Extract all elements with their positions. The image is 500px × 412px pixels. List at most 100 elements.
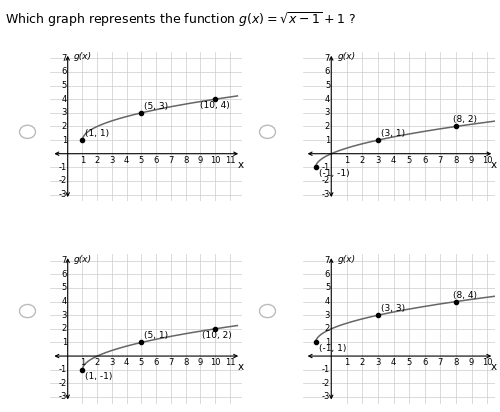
Text: 7: 7 [325,54,330,63]
Text: 7: 7 [168,358,173,367]
Text: 2: 2 [62,122,67,131]
Text: 5: 5 [139,358,144,367]
Text: 7: 7 [325,256,330,265]
Text: 1: 1 [62,338,67,347]
Text: (3, 3): (3, 3) [381,304,406,313]
Text: (5, 1): (5, 1) [144,331,169,340]
Text: 6: 6 [422,156,428,165]
Text: 4: 4 [391,358,396,367]
Text: 8: 8 [454,358,458,367]
Text: 1: 1 [344,358,350,367]
Text: g(x): g(x) [74,255,92,264]
Text: 11: 11 [225,358,235,367]
Text: 5: 5 [325,81,330,90]
Text: 10: 10 [482,156,492,165]
Text: g(x): g(x) [74,52,92,61]
Text: 2: 2 [94,156,100,165]
Text: (10, 4): (10, 4) [200,101,230,110]
Text: 1: 1 [325,136,330,145]
Text: x: x [490,160,496,170]
Text: -2: -2 [58,176,67,185]
Text: 7: 7 [62,256,67,265]
Text: x: x [238,362,244,372]
Text: 9: 9 [469,156,474,165]
Text: 5: 5 [325,283,330,293]
Text: -2: -2 [322,176,330,185]
Text: 5: 5 [62,283,67,293]
Text: 7: 7 [62,54,67,63]
Text: x: x [238,160,244,170]
Text: 4: 4 [124,156,130,165]
Text: 6: 6 [325,270,330,279]
Text: 1: 1 [80,358,85,367]
Text: 1: 1 [80,156,85,165]
Text: -3: -3 [58,393,67,401]
Text: -1: -1 [58,163,67,172]
Text: 9: 9 [198,156,203,165]
Text: -2: -2 [58,379,67,388]
Text: -3: -3 [322,393,330,401]
Text: 4: 4 [62,95,67,104]
Text: 3: 3 [62,108,67,117]
Text: 4: 4 [124,358,130,367]
Text: 6: 6 [154,358,159,367]
Text: 8: 8 [454,156,458,165]
Text: 2: 2 [325,324,330,333]
Text: -1: -1 [322,163,330,172]
Text: (10, 2): (10, 2) [202,331,232,340]
Text: 5: 5 [406,156,412,165]
Text: x: x [490,362,496,372]
Text: 6: 6 [422,358,428,367]
Text: (-1, 1): (-1, 1) [319,344,346,353]
Text: g(x): g(x) [338,255,355,264]
Text: 4: 4 [62,297,67,306]
Text: 10: 10 [210,156,220,165]
Text: 7: 7 [438,358,443,367]
Text: (-1, -1): (-1, -1) [319,169,350,178]
Text: 1: 1 [62,136,67,145]
Text: 6: 6 [62,270,67,279]
Text: 4: 4 [325,95,330,104]
Text: 3: 3 [376,358,380,367]
Text: 3: 3 [376,156,380,165]
Text: 6: 6 [154,156,159,165]
Text: (8, 4): (8, 4) [453,290,477,300]
Text: 3: 3 [110,358,114,367]
Text: 2: 2 [360,156,365,165]
Text: (1, 1): (1, 1) [84,129,109,138]
Text: 10: 10 [210,358,220,367]
Text: 5: 5 [406,358,412,367]
Text: 8: 8 [183,358,188,367]
Text: 10: 10 [482,358,492,367]
Text: -1: -1 [58,365,67,374]
Text: 3: 3 [110,156,114,165]
Text: 1: 1 [344,156,350,165]
Text: 5: 5 [139,156,144,165]
Text: (1, -1): (1, -1) [86,372,113,381]
Text: -2: -2 [322,379,330,388]
Text: 5: 5 [62,81,67,90]
Text: 8: 8 [183,156,188,165]
Text: 3: 3 [62,311,67,320]
Text: Which graph represents the function $g(x) = \sqrt{x-1} + 1$ ?: Which graph represents the function $g(x… [5,10,356,29]
Text: 3: 3 [325,311,330,320]
Text: 4: 4 [391,156,396,165]
Text: 9: 9 [198,358,203,367]
Text: 7: 7 [168,156,173,165]
Text: 6: 6 [62,68,67,77]
Text: 3: 3 [325,108,330,117]
Text: 11: 11 [225,156,235,165]
Text: (8, 2): (8, 2) [453,115,477,124]
Text: -3: -3 [58,190,67,199]
Text: -3: -3 [322,190,330,199]
Text: (3, 1): (3, 1) [381,129,406,138]
Text: 9: 9 [469,358,474,367]
Text: 2: 2 [94,358,100,367]
Text: 2: 2 [62,324,67,333]
Text: 4: 4 [325,297,330,306]
Text: 2: 2 [325,122,330,131]
Text: -1: -1 [322,365,330,374]
Text: g(x): g(x) [338,52,355,61]
Text: 7: 7 [438,156,443,165]
Text: 1: 1 [325,338,330,347]
